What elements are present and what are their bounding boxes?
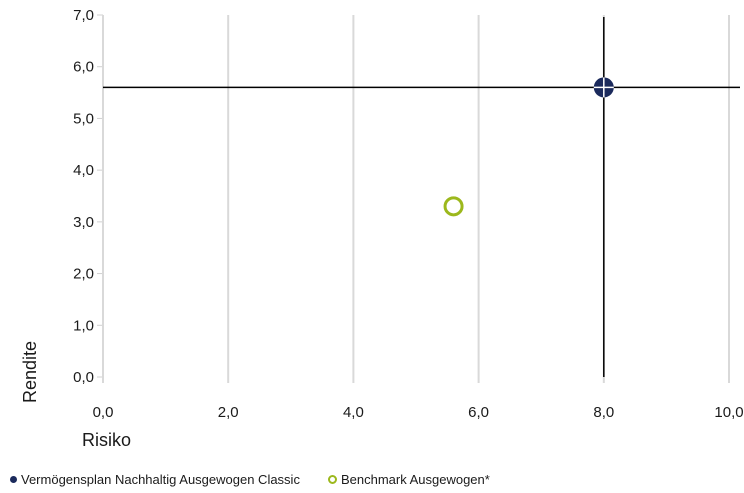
legend: Vermögensplan Nachhaltig Ausgewogen Clas…: [10, 472, 490, 487]
x-tick-label: 4,0: [343, 404, 364, 421]
y-tick-label: 2,0: [73, 266, 94, 283]
y-axis-title: Rendite: [20, 341, 40, 403]
y-tick-labels: 0,0 1,0 2,0 3,0 4,0 5,0 6,0 7,0: [73, 7, 94, 386]
y-tick-label: 4,0: [73, 162, 94, 179]
x-tick-label: 2,0: [218, 404, 239, 421]
x-tick-label: 10,0: [714, 404, 743, 421]
x-tick-label: 6,0: [468, 404, 489, 421]
x-tick-labels: 0,0 2,0 4,0 6,0 8,0 10,0: [93, 404, 744, 421]
legend-marker-fund: [10, 476, 17, 483]
y-tick-label: 0,0: [73, 369, 94, 386]
crosshair-lines: [103, 17, 740, 377]
legend-marker-benchmark: [327, 475, 337, 484]
legend-label-fund: Vermögensplan Nachhaltig Ausgewogen Clas…: [21, 472, 300, 487]
legend-item-benchmark: Benchmark Ausgewogen*: [327, 472, 490, 487]
y-tick-label: 1,0: [73, 317, 94, 334]
grid-lines: [97, 14, 730, 383]
y-tick-label: 6,0: [73, 59, 94, 76]
y-tick-label: 5,0: [73, 110, 94, 127]
legend-item-fund: Vermögensplan Nachhaltig Ausgewogen Clas…: [10, 472, 300, 487]
scatter-chart: 0,0 2,0 4,0 6,0 8,0 10,0 0,0 1,0 2,0 3,0 4,0 5,0 6,…: [20, 7, 744, 450]
y-tick-label: 3,0: [73, 214, 94, 231]
x-tick-label: 0,0: [93, 404, 114, 421]
y-tick-label: 7,0: [73, 7, 94, 24]
point-benchmark: [443, 196, 464, 217]
legend-label-benchmark: Benchmark Ausgewogen*: [340, 472, 490, 487]
x-axis-title: Risiko: [82, 430, 131, 450]
x-tick-label: 8,0: [593, 404, 614, 421]
data-points: [443, 77, 614, 217]
